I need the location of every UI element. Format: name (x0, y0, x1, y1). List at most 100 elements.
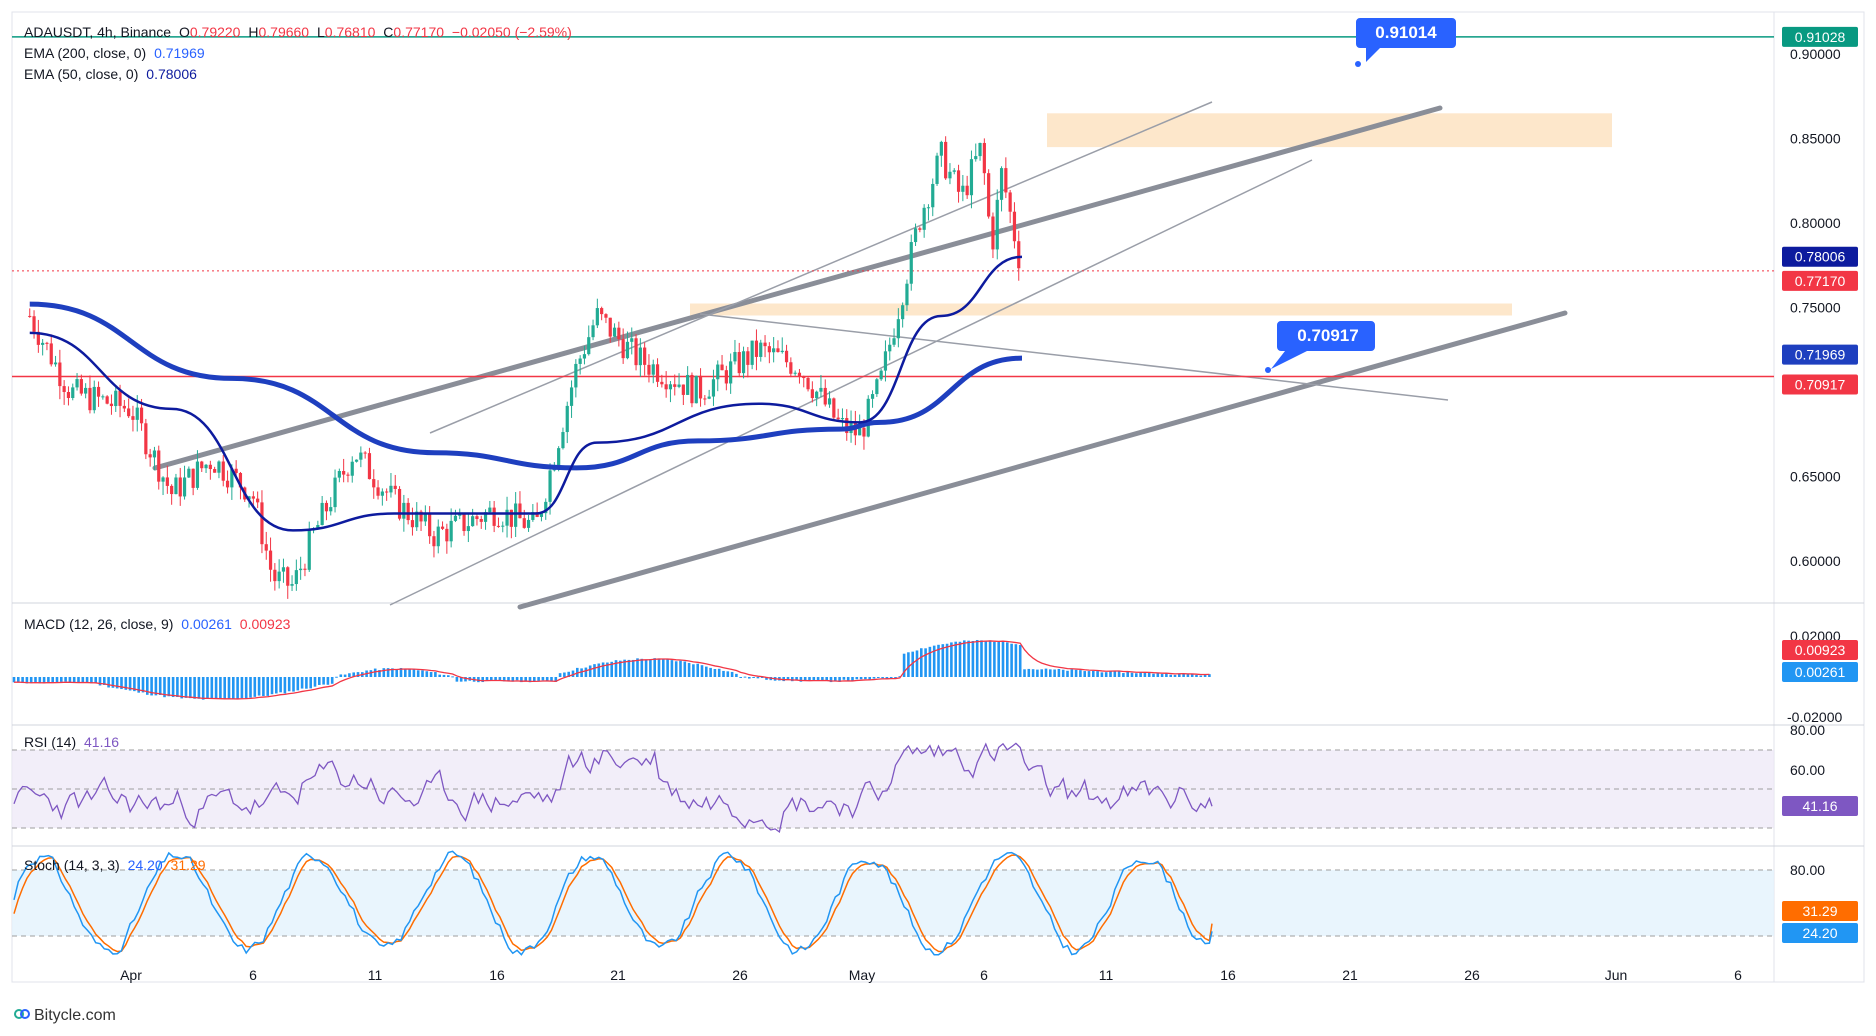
candle-body (810, 389, 814, 399)
macd-bar (722, 670, 725, 677)
macd-bar (541, 677, 545, 681)
candle-body (574, 363, 578, 388)
macd-bar (984, 640, 988, 677)
macd-bar (907, 652, 910, 677)
candle-body (655, 364, 660, 382)
macd-bar (1066, 670, 1069, 677)
candle-body (931, 183, 935, 208)
macd-bar (709, 667, 712, 677)
stoch-d-line (13, 854, 1213, 953)
candle-body (324, 502, 329, 512)
candle-body (135, 407, 139, 420)
candle-body (346, 474, 350, 476)
candle-body (935, 155, 939, 184)
candle-body (1008, 192, 1012, 212)
candle-body (139, 407, 144, 424)
candle-body (608, 317, 612, 337)
candle-body (832, 398, 836, 418)
macd-bar (120, 677, 123, 690)
candle-body (836, 417, 840, 420)
macd-bar (154, 677, 158, 696)
macd-bar (111, 677, 115, 688)
macd-bar (343, 674, 347, 677)
macd-bar (193, 677, 196, 699)
candle-body (170, 485, 174, 495)
macd-bar (967, 640, 970, 677)
macd-bar (1147, 672, 1151, 677)
macd-bar (502, 677, 506, 682)
stoch-k-line (13, 850, 1213, 956)
candle-body (647, 364, 651, 375)
macd-bar (283, 677, 287, 694)
macd-bar (550, 677, 553, 682)
macd-bar (580, 668, 583, 677)
macd-bar (636, 658, 639, 677)
macd-bar (29, 677, 33, 684)
candle-body (432, 536, 436, 547)
macd-bar (881, 677, 884, 679)
macd-bar (588, 665, 592, 677)
candle-body (208, 464, 212, 470)
price-tick: 0.90000 (1790, 46, 1841, 62)
time-tick: 16 (1220, 967, 1236, 983)
macd-bar (292, 677, 295, 692)
macd-bar (249, 677, 252, 698)
inner-channel-lower-line (389, 159, 1313, 606)
time-tick: 26 (732, 967, 748, 983)
macd-bar (296, 677, 300, 691)
stoch-band (12, 870, 1774, 936)
macd-bar (511, 677, 515, 682)
candle-body (393, 485, 397, 489)
time-tick: May (849, 967, 875, 983)
candle-body (587, 337, 591, 355)
macd-bar (434, 672, 437, 677)
badge-macd-hist: 0.00261 (1795, 664, 1846, 680)
candle-body (367, 453, 372, 480)
macd-bar (563, 672, 566, 677)
macd-bar (1036, 669, 1039, 677)
candle-body (793, 372, 797, 374)
macd-bar (1083, 671, 1086, 677)
price-badge-bg (1782, 270, 1858, 291)
candle-body (569, 387, 574, 406)
badge-macd-signal: 0.00923 (1795, 642, 1846, 658)
macd-bar (911, 651, 914, 677)
macd-bar (752, 677, 755, 678)
candle-body (178, 477, 182, 497)
badge-stoch-d: 31.29 (1802, 903, 1837, 919)
macd-bar (1152, 673, 1155, 677)
macd-bar (855, 677, 859, 680)
candle-body (36, 331, 40, 345)
macd-bar (1203, 674, 1207, 677)
candle-body (49, 343, 53, 365)
macd-signal-value: 0.00923 (239, 616, 291, 632)
macd-bar (902, 653, 906, 677)
candle-body (264, 544, 268, 551)
macd-bar (64, 677, 67, 682)
candle-body (767, 346, 771, 353)
macd-bar (631, 659, 635, 677)
candle-body (505, 509, 509, 526)
candle-body (397, 488, 402, 519)
candle-body (926, 207, 931, 209)
candle-body (883, 351, 888, 371)
price-badge-bg (1782, 344, 1858, 365)
candle-body (892, 338, 896, 345)
open-value: 0.79220 (189, 24, 241, 40)
brand-name: Bitycle.com (34, 1007, 116, 1024)
macd-bar (1139, 672, 1142, 677)
price-badge-label: 0.78006 (1795, 249, 1846, 265)
candle-body (273, 569, 277, 582)
price-badges: 0.91028 0.78006 0.77170 0.71969 0.70917 (1782, 26, 1858, 395)
macd-bar (705, 666, 708, 677)
macd-bar (601, 662, 605, 677)
macd-bar (438, 674, 441, 677)
low-value: 0.76810 (324, 24, 376, 40)
brand-footer[interactable]: Bitycle.com (14, 1006, 116, 1025)
candle-body (96, 386, 101, 397)
macd-bar (17, 677, 20, 682)
macd-bar (176, 677, 179, 698)
candle-body (372, 479, 376, 488)
candle-body (118, 390, 122, 406)
time-tick: 6 (249, 967, 257, 983)
